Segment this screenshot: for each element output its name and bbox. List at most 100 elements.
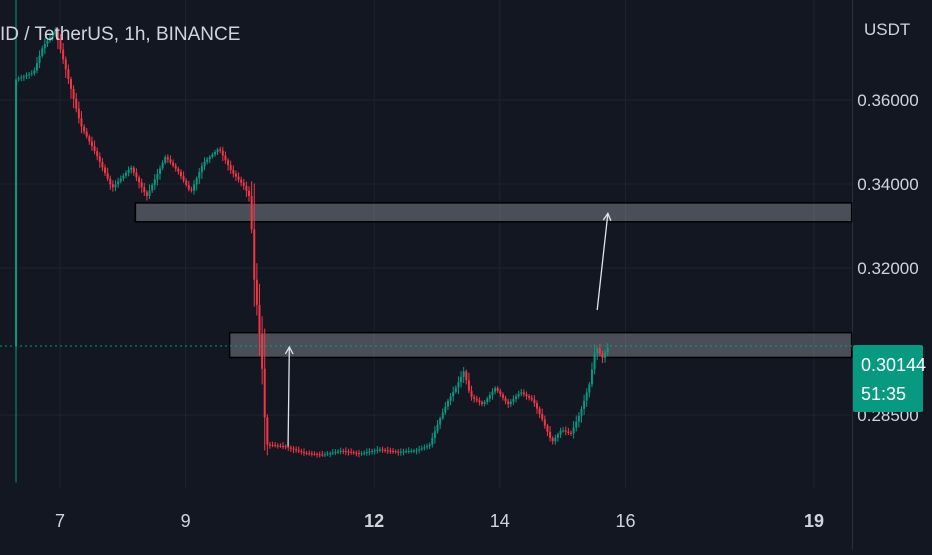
candle-body bbox=[122, 175, 125, 179]
candle-body bbox=[391, 450, 394, 452]
zone-support-resistance bbox=[228, 331, 853, 359]
candle-body bbox=[352, 452, 355, 454]
candle-body bbox=[441, 412, 444, 419]
candle-body bbox=[501, 394, 504, 398]
candle-body bbox=[161, 162, 164, 169]
candle-body bbox=[355, 452, 358, 454]
x-tick-label: 7 bbox=[55, 511, 65, 531]
candle-body bbox=[289, 447, 292, 449]
candle-body bbox=[606, 347, 609, 353]
candle-body bbox=[198, 172, 201, 179]
candle-body bbox=[596, 348, 599, 354]
candle-body bbox=[431, 437, 434, 445]
candle-body bbox=[195, 178, 198, 185]
candle-body bbox=[106, 173, 109, 179]
candle-body bbox=[305, 452, 308, 454]
candle-body bbox=[564, 430, 567, 432]
candle-body bbox=[67, 69, 70, 80]
candle-body bbox=[551, 437, 554, 442]
candle-body bbox=[538, 408, 541, 415]
candle-body bbox=[28, 74, 31, 76]
candle-body bbox=[436, 424, 439, 432]
candle-body bbox=[33, 70, 36, 74]
candle-body bbox=[64, 59, 67, 70]
candle-body bbox=[525, 394, 528, 396]
candle-body bbox=[69, 79, 72, 89]
candle-body bbox=[263, 368, 266, 418]
arrow-shaft bbox=[287, 346, 290, 447]
candle-body bbox=[454, 387, 457, 392]
candle-body bbox=[187, 184, 190, 190]
candle-body bbox=[166, 157, 169, 160]
candle-body bbox=[350, 451, 353, 453]
candle-body bbox=[334, 452, 337, 454]
candle-body bbox=[114, 184, 117, 188]
candle-body bbox=[512, 398, 515, 402]
candle-body bbox=[481, 402, 484, 404]
candle-body bbox=[423, 447, 426, 449]
candle-body bbox=[399, 451, 402, 453]
candle-body bbox=[460, 376, 463, 383]
candle-body bbox=[88, 136, 91, 142]
candle-body bbox=[389, 450, 392, 452]
candle-body bbox=[17, 78, 20, 80]
candle-body bbox=[35, 63, 38, 71]
candle-body bbox=[412, 450, 415, 452]
arrow-head bbox=[284, 345, 294, 355]
candle-body bbox=[371, 451, 374, 453]
candle-body bbox=[515, 396, 518, 399]
candle-body bbox=[593, 353, 596, 370]
candle-body bbox=[572, 427, 575, 434]
candle-body bbox=[22, 76, 25, 78]
candle-body bbox=[206, 159, 209, 162]
candle-body bbox=[203, 161, 206, 167]
candle-body bbox=[300, 451, 303, 453]
y-tick-label: 0.34000 bbox=[857, 175, 918, 194]
candle-body bbox=[49, 37, 52, 41]
candle-body bbox=[284, 446, 287, 448]
candle-body bbox=[601, 353, 604, 358]
candle-body bbox=[360, 453, 363, 455]
candle-body bbox=[227, 160, 230, 166]
candle-body bbox=[51, 34, 54, 38]
candle-body bbox=[583, 400, 586, 409]
candle-body bbox=[151, 184, 154, 191]
candle-body bbox=[590, 369, 593, 385]
candle-body bbox=[483, 402, 486, 404]
candle-body bbox=[250, 196, 253, 230]
candle-body bbox=[127, 169, 130, 173]
candle-body bbox=[318, 454, 321, 456]
candle-body bbox=[373, 450, 376, 452]
candle-body bbox=[308, 453, 311, 455]
candle-body bbox=[339, 450, 342, 452]
candle-body bbox=[368, 451, 371, 453]
x-tick-label: 9 bbox=[181, 511, 191, 531]
candle-body bbox=[279, 445, 282, 447]
candle-body bbox=[41, 48, 44, 56]
candle-body bbox=[248, 190, 251, 197]
candle-body bbox=[402, 451, 405, 453]
candle-body bbox=[83, 126, 86, 132]
candle-body bbox=[522, 392, 525, 395]
candle-body bbox=[546, 425, 549, 432]
candle-body bbox=[462, 371, 465, 377]
candle-body bbox=[164, 157, 167, 163]
candle-body bbox=[415, 450, 418, 452]
candle-body bbox=[394, 451, 397, 453]
candle-body bbox=[148, 190, 151, 197]
candle-body bbox=[109, 178, 112, 185]
candle-body bbox=[507, 401, 510, 405]
candle-body bbox=[234, 173, 237, 177]
candle-body bbox=[72, 88, 75, 99]
candle-body bbox=[554, 437, 557, 442]
candle-body bbox=[62, 49, 65, 60]
candle-body bbox=[567, 431, 570, 433]
x-tick-label: 19 bbox=[804, 511, 824, 531]
candle-body bbox=[156, 173, 159, 180]
candle-body bbox=[410, 450, 413, 452]
candle-body bbox=[386, 450, 389, 452]
candle-body bbox=[378, 449, 381, 451]
candle-body bbox=[172, 162, 175, 166]
